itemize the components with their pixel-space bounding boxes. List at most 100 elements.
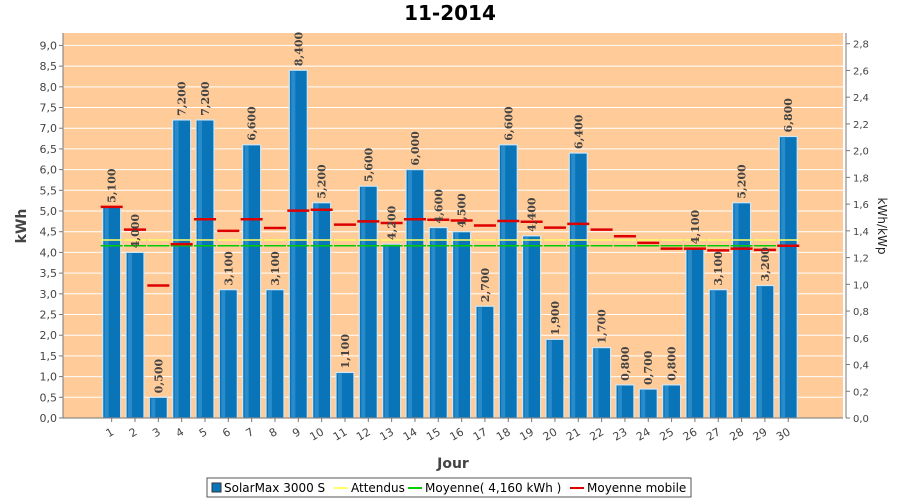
bar-highlight <box>477 307 482 417</box>
y2-tick-label: 1,0 <box>853 280 869 291</box>
y-tick-label: 7,0 <box>40 122 58 135</box>
y-tick-label: 8,0 <box>40 81 58 94</box>
bar-highlight <box>104 207 109 417</box>
y2-tick-label: 2,4 <box>853 93 869 104</box>
y2-tick-label: 0,0 <box>853 414 869 425</box>
bar-highlight <box>197 120 202 417</box>
bar-series <box>102 69 798 419</box>
x-tick-label: 5 <box>197 425 210 440</box>
data-label: 5,200 <box>316 164 329 199</box>
bar-highlight <box>524 236 529 417</box>
bar-highlight <box>711 290 716 417</box>
x-tick-label: 13 <box>378 425 397 443</box>
bar-highlight <box>291 71 296 418</box>
y-axis-label: kWh <box>14 209 30 244</box>
y-tick-label: 3,5 <box>40 267 58 280</box>
legend-label: Attendus <box>351 481 405 495</box>
bar-highlight <box>267 290 272 417</box>
x-tick-label: 4 <box>174 425 187 440</box>
data-label: 0,500 <box>152 359 165 394</box>
bar-highlight <box>454 232 459 417</box>
y-tick-label: 6,5 <box>40 143 58 156</box>
data-label: 4,100 <box>689 209 702 244</box>
y-tick-label: 2,0 <box>40 329 58 342</box>
x-axis-label: Jour <box>436 456 469 472</box>
x-tick-label: 17 <box>471 425 490 443</box>
y-tick-label: 2,5 <box>40 309 58 322</box>
bar-highlight <box>687 249 692 417</box>
bar-highlight <box>244 145 249 417</box>
data-label: 0,800 <box>619 346 632 381</box>
x-tick-label: 28 <box>727 425 746 443</box>
bar-highlight <box>571 154 576 417</box>
data-label: 5,600 <box>362 147 375 182</box>
chart-title: 11-2014 <box>404 1 496 25</box>
bar-highlight <box>384 245 389 417</box>
bar-highlight <box>547 340 552 417</box>
bar-highlight <box>781 137 786 417</box>
data-label: 1,900 <box>549 301 562 336</box>
y2-tick-label: 2,2 <box>853 120 869 131</box>
y-tick-label: 9,0 <box>40 39 58 52</box>
x-tick-label: 6 <box>220 425 233 440</box>
y2-tick-label: 0,2 <box>853 387 869 398</box>
y-tick-label: 8,5 <box>40 60 58 73</box>
bar-highlight <box>174 120 179 417</box>
x-tick-label: 23 <box>611 425 630 443</box>
data-label: 6,400 <box>572 114 585 149</box>
x-tick-label: 21 <box>564 425 583 443</box>
data-label: 6,800 <box>782 98 795 133</box>
data-label: 3,100 <box>222 251 235 286</box>
y2-tick-label: 1,2 <box>853 254 869 265</box>
x-tick-label: 15 <box>424 425 443 443</box>
bar-highlight <box>127 253 132 417</box>
y-tick-label: 6,0 <box>40 164 58 177</box>
bar-highlight <box>221 290 226 417</box>
x-tick-label: 29 <box>751 425 770 443</box>
data-label: 3,200 <box>759 247 772 282</box>
y-tick-label: 1,5 <box>40 350 58 363</box>
x-tick-label: 12 <box>354 425 373 443</box>
x-tick-label: 27 <box>704 425 723 443</box>
legend-swatch <box>211 482 222 493</box>
bar-highlight <box>594 348 599 417</box>
data-label: 1,700 <box>596 309 609 344</box>
bar-highlight <box>734 203 739 417</box>
data-labels: 5,100 4,000 0,500 7,200 7,200 3,100 6,600 3,100… <box>106 31 796 393</box>
y2-tick-label: 1,6 <box>853 200 869 211</box>
data-label: 7,200 <box>176 81 189 116</box>
y2-tick-label: 0,4 <box>853 361 869 372</box>
x-tick-label: 30 <box>774 425 793 443</box>
y-tick-label: 4,5 <box>40 226 58 239</box>
data-label: 4,600 <box>432 189 445 224</box>
y-tick-label: 1,0 <box>40 371 58 384</box>
x-tick-label: 2 <box>127 425 140 440</box>
y2-tick-label: 0,6 <box>853 334 869 345</box>
bar-highlight <box>407 170 412 417</box>
bar-highlight <box>617 385 622 417</box>
data-label: 6,600 <box>502 106 515 141</box>
y-tick-label: 5,5 <box>40 184 58 197</box>
bar-highlight <box>641 390 646 417</box>
x-tick-label: 26 <box>681 425 700 443</box>
data-label: 4,500 <box>456 193 469 228</box>
x-tick-label: 22 <box>587 425 606 443</box>
x-tick-label: 14 <box>401 425 420 443</box>
bar-highlight <box>361 187 366 417</box>
y2-tick-label: 2,0 <box>853 147 869 158</box>
x-axis: 1 2 3 4 5 6 7 8 9 10 11 12 13 14 15 16 17 18 19 20 21 22 23 24 2… <box>63 417 843 444</box>
y-tick-label: 5,0 <box>40 205 58 218</box>
data-label: 0,700 <box>642 350 655 385</box>
legend: SolarMax 3000 S Attendus Moyenne( 4,160 kW… <box>206 477 692 498</box>
data-label: 3,100 <box>712 251 725 286</box>
data-label: 3,100 <box>269 251 282 286</box>
y2-tick-label: 2,6 <box>853 66 869 77</box>
y-tick-label: 7,5 <box>40 102 58 115</box>
legend-label: Moyenne mobile <box>587 481 686 495</box>
bar-highlight <box>757 286 762 417</box>
legend-label: Moyenne( 4,160 kWh ) <box>425 481 561 495</box>
bar-highlight <box>664 385 669 417</box>
line-series <box>100 205 800 287</box>
data-label: 0,800 <box>666 346 679 381</box>
